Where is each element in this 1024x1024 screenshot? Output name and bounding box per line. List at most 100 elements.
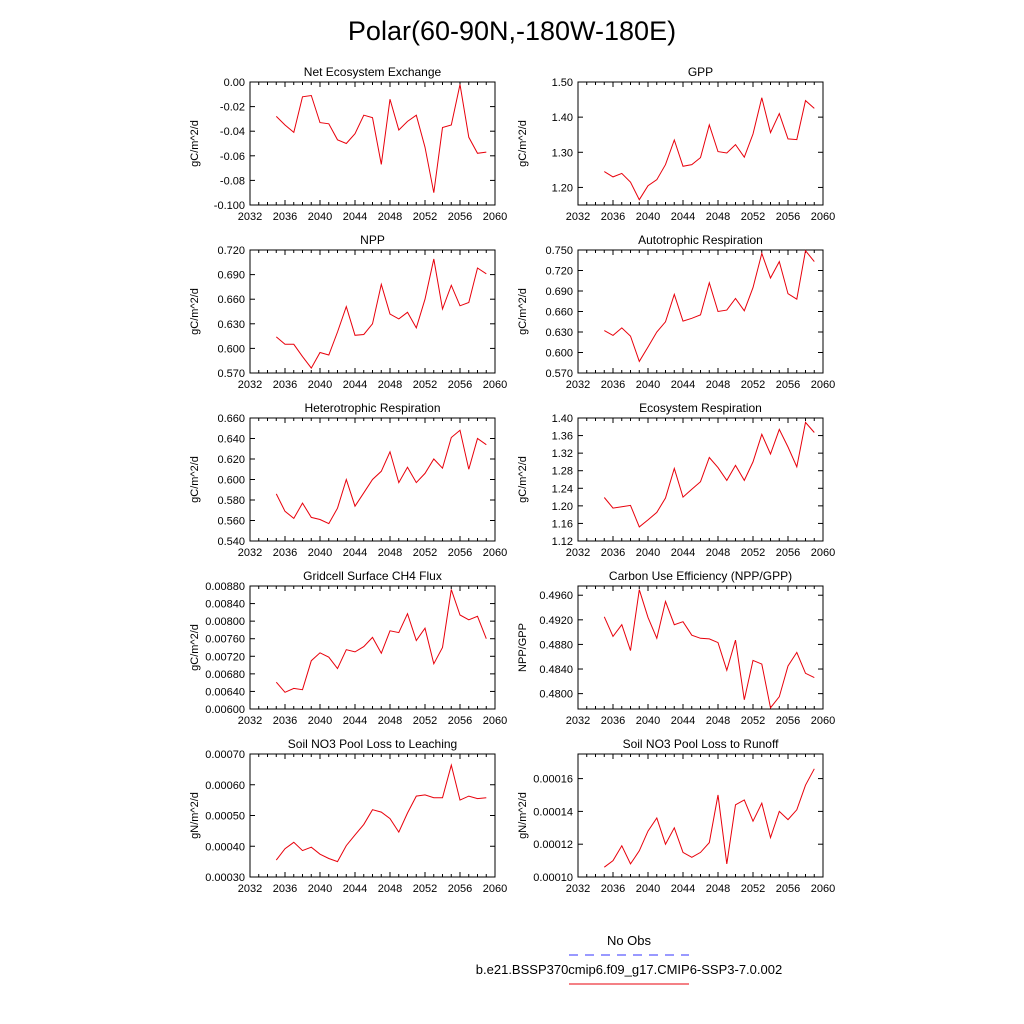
data-point bbox=[682, 166, 684, 168]
x-tick-label: 2052 bbox=[413, 883, 437, 895]
x-tick-label: 2036 bbox=[273, 211, 297, 223]
y-axis-label: gC/m^2/d bbox=[517, 456, 529, 503]
data-point bbox=[638, 361, 640, 363]
x-tick-label: 2048 bbox=[378, 211, 402, 223]
y-tick-label: 0.00010 bbox=[533, 872, 573, 884]
data-point bbox=[319, 652, 321, 654]
x-tick-label: 2032 bbox=[238, 883, 262, 895]
y-tick-label: 0.00040 bbox=[205, 841, 245, 853]
data-point bbox=[459, 430, 461, 432]
y-tick-label: 0.660 bbox=[217, 294, 245, 306]
data-point bbox=[345, 649, 347, 651]
series-line bbox=[275, 589, 487, 693]
x-tick-label: 2036 bbox=[601, 883, 625, 895]
y-tick-label: 0.00012 bbox=[533, 839, 573, 851]
x-tick-label: 2040 bbox=[636, 379, 660, 391]
y-tick-label: 1.12 bbox=[552, 536, 573, 548]
data-point bbox=[735, 465, 737, 467]
data-point bbox=[787, 665, 789, 667]
legend-model-label: b.e21.BSSP370cmip6.f09_g17.CMIP6-SSP3-7.… bbox=[476, 962, 782, 977]
data-point bbox=[638, 199, 640, 201]
data-point bbox=[778, 113, 780, 115]
x-tick-label: 2060 bbox=[811, 211, 835, 223]
data-point bbox=[468, 795, 470, 797]
data-point bbox=[630, 650, 632, 652]
data-point bbox=[284, 344, 286, 346]
data-point bbox=[459, 799, 461, 801]
x-tick-label: 2048 bbox=[706, 715, 730, 727]
data-point bbox=[813, 108, 815, 110]
y-axis-label: gN/m^2/d bbox=[517, 792, 529, 839]
y-tick-label: -0.100 bbox=[214, 200, 245, 212]
x-tick-label: 2032 bbox=[566, 883, 590, 895]
data-point bbox=[389, 818, 391, 820]
data-point bbox=[630, 335, 632, 337]
y-tick-label: 0.00800 bbox=[205, 616, 245, 628]
data-point bbox=[407, 812, 409, 814]
data-point bbox=[310, 846, 312, 848]
chart-panel: NPP 2032 2036 2040 2044 2048 2052 2056 2060 0.720… bbox=[189, 233, 507, 391]
data-point bbox=[665, 321, 667, 323]
x-tick-label: 2048 bbox=[706, 547, 730, 559]
y-tick-label: 0.4800 bbox=[539, 689, 573, 701]
data-point bbox=[665, 164, 667, 166]
data-point bbox=[310, 95, 312, 97]
data-point bbox=[691, 634, 693, 636]
y-tick-label: -0.04 bbox=[220, 126, 245, 138]
data-point bbox=[603, 330, 605, 332]
data-point bbox=[354, 505, 356, 507]
data-point bbox=[293, 132, 295, 134]
x-tick-label: 2052 bbox=[413, 715, 437, 727]
data-point bbox=[284, 848, 286, 850]
data-point bbox=[717, 311, 719, 313]
data-point bbox=[700, 314, 702, 316]
data-point bbox=[673, 294, 675, 296]
y-tick-label: 1.24 bbox=[552, 483, 573, 495]
data-point bbox=[787, 446, 789, 448]
y-tick-label: 0.4920 bbox=[539, 615, 573, 627]
data-point bbox=[735, 639, 737, 641]
x-tick-label: 2044 bbox=[671, 379, 695, 391]
data-point bbox=[293, 344, 295, 346]
data-point bbox=[796, 466, 798, 468]
y-tick-label: 0.660 bbox=[217, 413, 245, 425]
panel-title: Ecosystem Respiration bbox=[639, 401, 762, 415]
data-point bbox=[708, 638, 710, 640]
y-tick-label: 0.00016 bbox=[533, 774, 573, 786]
data-point bbox=[656, 331, 658, 333]
x-tick-label: 2056 bbox=[448, 715, 472, 727]
data-point bbox=[813, 261, 815, 263]
x-tick-label: 2044 bbox=[343, 547, 367, 559]
x-tick-label: 2036 bbox=[273, 883, 297, 895]
x-tick-label: 2044 bbox=[671, 715, 695, 727]
data-point bbox=[813, 432, 815, 434]
data-point bbox=[442, 467, 444, 469]
data-point bbox=[415, 640, 417, 642]
data-point bbox=[673, 624, 675, 626]
data-point bbox=[310, 660, 312, 662]
data-point bbox=[630, 863, 632, 865]
data-point bbox=[612, 335, 614, 337]
data-point bbox=[717, 642, 719, 644]
data-point bbox=[275, 336, 277, 338]
data-point bbox=[612, 507, 614, 509]
data-point bbox=[398, 129, 400, 131]
data-point bbox=[700, 852, 702, 854]
data-point bbox=[708, 282, 710, 284]
x-tick-label: 2056 bbox=[776, 883, 800, 895]
data-point bbox=[603, 497, 605, 499]
x-tick-label: 2036 bbox=[601, 547, 625, 559]
data-point bbox=[328, 123, 330, 125]
panel-title: GPP bbox=[688, 65, 713, 79]
series-line bbox=[604, 249, 815, 363]
y-axis-label: gC/m^2/d bbox=[189, 624, 201, 671]
data-point bbox=[761, 97, 763, 99]
data-point bbox=[778, 261, 780, 263]
data-point bbox=[319, 352, 321, 354]
x-tick-label: 2036 bbox=[273, 715, 297, 727]
data-point bbox=[735, 298, 737, 300]
data-point bbox=[717, 794, 719, 796]
x-tick-label: 2048 bbox=[706, 379, 730, 391]
data-point bbox=[761, 253, 763, 255]
